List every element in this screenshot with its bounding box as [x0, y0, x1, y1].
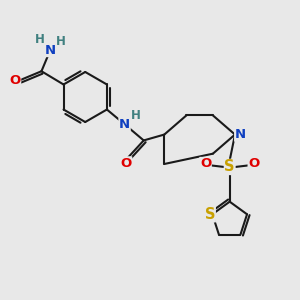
Text: N: N — [119, 118, 130, 131]
Text: O: O — [120, 157, 132, 170]
Text: H: H — [35, 33, 45, 46]
Text: H: H — [131, 110, 141, 122]
Text: S: S — [224, 159, 235, 174]
Text: N: N — [235, 128, 246, 141]
Text: O: O — [248, 158, 260, 170]
Text: N: N — [45, 44, 56, 56]
Text: H: H — [56, 35, 65, 48]
Text: O: O — [9, 74, 21, 87]
Text: S: S — [205, 207, 215, 222]
Text: O: O — [200, 158, 211, 170]
